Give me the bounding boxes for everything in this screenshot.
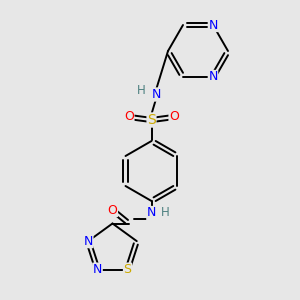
Text: O: O	[124, 110, 134, 124]
Text: N: N	[208, 19, 218, 32]
Text: N: N	[93, 263, 102, 276]
Text: S: S	[124, 263, 131, 276]
Text: O: O	[108, 203, 117, 217]
Text: H: H	[160, 206, 169, 220]
Text: N: N	[147, 206, 156, 220]
Text: S: S	[147, 113, 156, 127]
Text: O: O	[169, 110, 179, 124]
Text: N: N	[208, 70, 218, 83]
Text: N: N	[151, 88, 161, 101]
Text: N: N	[84, 235, 93, 248]
Text: H: H	[136, 83, 146, 97]
